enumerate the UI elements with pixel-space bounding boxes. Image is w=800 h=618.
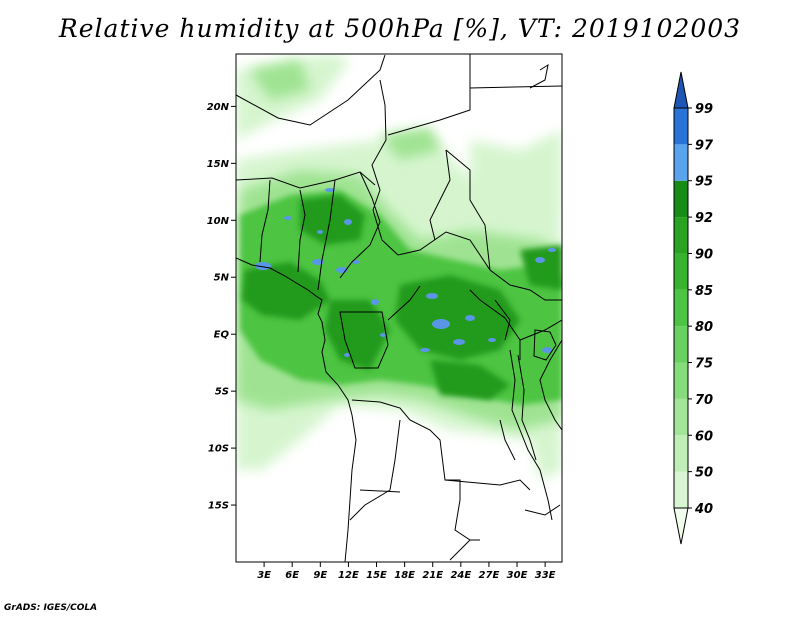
lat-tick-label: 20N [207,102,230,113]
lon-tick-label: 9E [313,570,327,581]
colorbar-label: 90 [695,247,713,262]
lat-tick-label: 10N [207,216,230,227]
colorbar-label: 85 [695,284,713,299]
colorbar-label: 97 [695,138,714,153]
colorbar-bin [674,326,688,363]
colorbar-lower-arrow [673,507,689,545]
map-frame [235,53,563,563]
lat-tick-label: 10S [208,444,229,455]
colorbar-bin [674,398,688,436]
colorbar-outline [673,107,689,509]
lat-tick-label: 5N [214,273,230,284]
colorbar-label: 75 [695,357,713,372]
longitude-axis: 3E 6E 9E 12E 15E 18E 21E 24E 27E 30E 33E [257,562,556,581]
lon-tick-label: 12E [338,570,359,581]
colorbar-bin [674,144,688,181]
lat-tick-label: EQ [214,330,230,341]
colorbar-bin [674,217,688,254]
lon-tick-label: 15E [366,570,387,581]
lon-tick-label: 3E [257,570,271,581]
lon-tick-label: 27E [479,570,500,581]
colorbar-label: 99 [695,102,713,117]
lon-tick-label: 24E [450,570,471,581]
colorbar-bin [674,435,688,472]
lat-tick-label: 15N [207,159,230,170]
humidity-field [236,54,562,480]
colorbar-bin [674,253,688,290]
colorbar-label: 60 [695,429,713,444]
colorbar-label: 70 [695,393,713,408]
colorbar-label: 95 [695,175,713,190]
colorbar-label: 80 [695,320,713,335]
lat-tick-label: 15S [208,501,229,512]
latitude-axis: 20N 15N 10N 5N EQ 5S 10S 15S [207,102,236,512]
colorbar-label: 40 [694,502,713,517]
colorbar-label: 92 [695,211,713,226]
colorbar: 40 50 60 70 75 80 85 90 92 95 97 99 [673,71,714,545]
lon-tick-label: 21E [422,570,443,581]
colorbar-label: 50 [695,466,713,481]
lon-tick-label: 33E [535,570,556,581]
colorbar-bin [674,362,688,399]
colorbar-bin [674,471,688,508]
colorbar-upper-arrow [673,71,689,109]
lon-tick-label: 30E [507,570,528,581]
grads-credit: GrADS: IGES/COLA [4,603,98,613]
country-borders [236,54,562,562]
lon-tick-label: 18E [394,570,415,581]
colorbar-bin [674,289,688,327]
lon-tick-label: 6E [285,570,299,581]
colorbar-bin [674,180,688,218]
lat-tick-label: 5S [215,387,229,398]
map-title: Relative humidity at 500hPa [%], VT: 201… [58,14,742,43]
colorbar-bin [674,108,688,145]
